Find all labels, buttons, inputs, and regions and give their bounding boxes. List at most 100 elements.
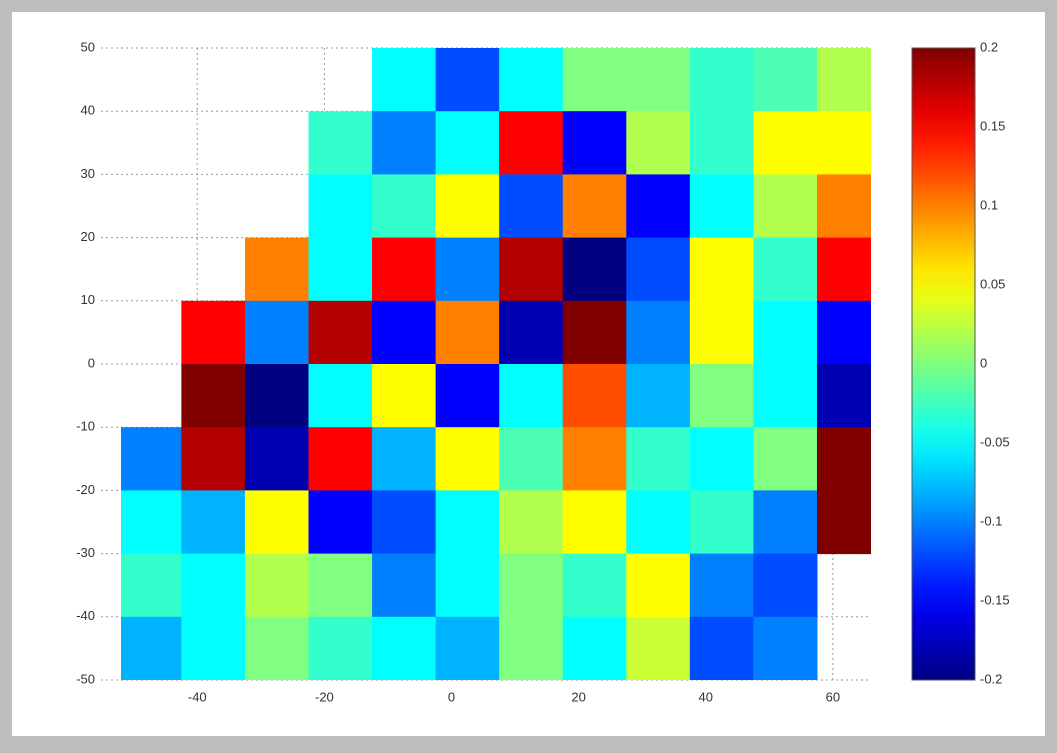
heatmap-cell — [372, 237, 437, 302]
heatmap-cell — [181, 300, 246, 365]
heatmap-cell — [372, 490, 437, 555]
y-tick-label: -20 — [76, 482, 95, 497]
heatmap-cell — [499, 616, 564, 680]
heatmap-cell — [626, 237, 691, 302]
heatmap-cell — [562, 48, 627, 112]
heatmap-cell — [626, 364, 691, 428]
heatmap-cell — [121, 490, 182, 555]
heatmap-cell — [816, 174, 871, 239]
y-tick-label: -40 — [76, 608, 95, 623]
colorbar — [911, 47, 976, 681]
heatmap-cell — [816, 490, 871, 555]
heatmap-cell — [689, 427, 754, 491]
heatmap-cell — [372, 616, 437, 680]
heatmap-cell — [499, 490, 564, 555]
heatmap-cell — [689, 237, 754, 302]
heatmap-cell — [244, 237, 309, 302]
heatmap-cell — [181, 364, 246, 428]
heatmap-cell — [181, 616, 246, 680]
heatmap-cell — [626, 48, 691, 112]
y-tick-label: -50 — [76, 671, 95, 686]
heatmap-cell — [435, 616, 500, 680]
heatmap-cell — [753, 300, 818, 365]
heatmap-cell — [626, 111, 691, 175]
heatmap-cell — [308, 364, 373, 428]
heatmap-cell — [753, 237, 818, 302]
colorbar-tick-label: 0.05 — [980, 276, 1005, 291]
heatmap-cell — [689, 48, 754, 112]
x-tick-label: -40 — [188, 689, 207, 704]
heatmap-cell — [689, 553, 754, 618]
heatmap-cell — [689, 300, 754, 365]
heatmap-cell — [372, 300, 437, 365]
heatmap-cell — [626, 427, 691, 491]
heatmap-cell — [562, 111, 627, 175]
heatmap-cell — [435, 427, 500, 491]
heatmap-cell — [435, 111, 500, 175]
y-tick-label: 40 — [81, 103, 95, 118]
heatmap-cell — [121, 427, 182, 491]
heatmap-cell — [499, 48, 564, 112]
heatmap-cell — [244, 553, 309, 618]
heatmap-cell — [753, 553, 818, 618]
heatmap-cell — [562, 237, 627, 302]
heatmap-cell — [435, 553, 500, 618]
heatmap-cell — [435, 490, 500, 555]
heatmap-cell — [181, 490, 246, 555]
heatmap-cell — [121, 553, 182, 618]
heatmap-cell — [435, 300, 500, 365]
heatmap-cell — [753, 111, 818, 175]
heatmap-cell — [562, 300, 627, 365]
heatmap-cell — [562, 490, 627, 555]
heatmap-cell — [308, 490, 373, 555]
heatmap-cell — [244, 490, 309, 555]
heatmap-cell — [435, 174, 500, 239]
heatmap-cell — [308, 553, 373, 618]
colorbar-tick-label: -0.15 — [980, 592, 1010, 607]
heatmap-cell — [435, 364, 500, 428]
heatmap-cell — [435, 48, 500, 112]
heatmap-cell — [308, 111, 373, 175]
heatmap-cell — [562, 364, 627, 428]
heatmap-cell — [562, 174, 627, 239]
heatmap-cell — [244, 616, 309, 680]
heatmap-cell — [689, 364, 754, 428]
heatmap-cell — [244, 300, 309, 365]
colorbar-tick-label: -0.1 — [980, 513, 1002, 528]
colorbar-tick-label: -0.05 — [980, 434, 1010, 449]
heatmap-cell — [308, 300, 373, 365]
heatmap-cell — [435, 237, 500, 302]
heatmap — [121, 48, 871, 680]
heatmap-cell — [626, 174, 691, 239]
colorbar-tick-label: 0.15 — [980, 118, 1005, 133]
y-tick-label: -10 — [76, 419, 95, 434]
heatmap-cell — [499, 364, 564, 428]
heatmap-cell — [626, 490, 691, 555]
heatmap-cell — [308, 427, 373, 491]
heatmap-cell — [181, 553, 246, 618]
heatmap-cell — [499, 237, 564, 302]
heatmap-cell — [372, 174, 437, 239]
heatmap-cell — [816, 111, 871, 175]
heatmap-cell — [562, 616, 627, 680]
colorbar-tick-label: 0.1 — [980, 197, 998, 212]
heatmap-cell — [753, 427, 818, 491]
heatmap-cell — [689, 174, 754, 239]
heatmap-cell — [499, 300, 564, 365]
heatmap-cell — [753, 48, 818, 112]
axes: -50 -40 -30 -20 -10 0 10 20 30 40 50 -40 -20 0 20 40 60 -… — [76, 39, 1009, 704]
heatmap-cell — [626, 300, 691, 365]
heatmap-cell — [181, 427, 246, 491]
colorbar-tick-label: 0 — [980, 355, 987, 370]
heatmap-cell — [308, 616, 373, 680]
heatmap-cell — [816, 48, 871, 112]
y-tick-label: 30 — [81, 166, 95, 181]
heatmap-cell — [753, 490, 818, 555]
heatmap-cell — [372, 364, 437, 428]
heatmap-cell — [689, 111, 754, 175]
x-tick-label: 0 — [448, 689, 455, 704]
heatmap-cell — [816, 300, 871, 365]
heatmap-cell — [499, 553, 564, 618]
x-tick-label: -20 — [315, 689, 334, 704]
